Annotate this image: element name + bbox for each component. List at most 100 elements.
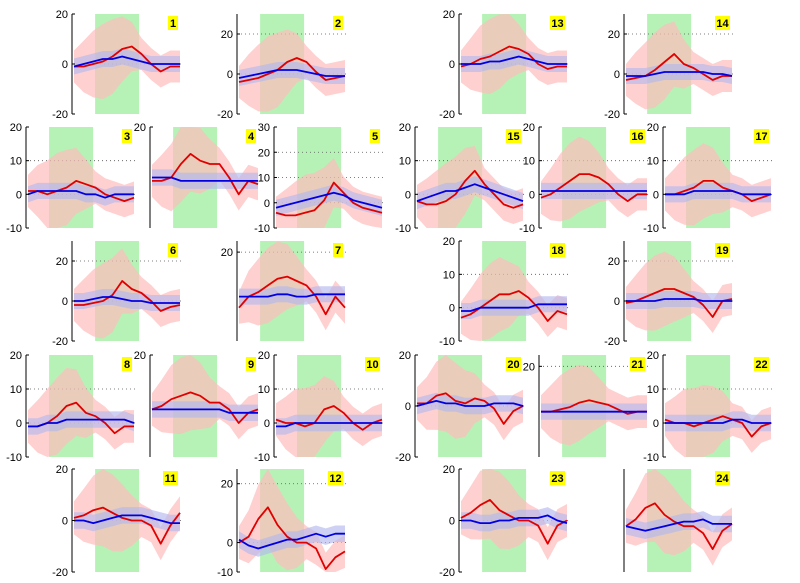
- y-tick-label: 10: [258, 173, 270, 185]
- panel-label-box: [333, 16, 343, 30]
- y-tick-label: -20: [217, 109, 233, 121]
- y-tick-label: 20: [134, 350, 146, 362]
- y-tick-label: 10: [399, 156, 411, 168]
- panel-20: 20 0 -20 20: [395, 350, 525, 464]
- panel-label-box: [122, 129, 132, 143]
- panel-label-box: [715, 471, 730, 485]
- y-tick-label: 0: [62, 59, 68, 71]
- y-tick-label: 20: [399, 122, 411, 134]
- y-tick-label: -10: [254, 223, 270, 235]
- panel-label-box: [168, 16, 178, 30]
- y-tick-label: -10: [217, 567, 233, 579]
- panel-11: 20 0 -20 11: [52, 464, 182, 579]
- panel-label: 2: [335, 18, 341, 30]
- y-tick-label: -10: [6, 452, 22, 464]
- blue-series-line: [626, 71, 733, 77]
- panel-label-box: [754, 129, 769, 143]
- panel-label-box: [630, 129, 645, 143]
- red-band: [152, 127, 258, 212]
- panel-label: 6: [170, 245, 176, 257]
- red-series-line: [541, 399, 647, 415]
- blue-series-line: [665, 418, 771, 424]
- panel-5: 30 20 10 0 -10 5: [254, 122, 384, 235]
- panel-label: 5: [372, 131, 378, 143]
- y-tick-label: 0: [62, 296, 68, 308]
- red-series-line: [151, 391, 259, 424]
- y-tick-label: 20: [647, 122, 659, 134]
- panel-18: 20 10 0 -10 18: [439, 236, 569, 348]
- panel-label: 24: [716, 473, 729, 485]
- y-tick-label: 20: [10, 350, 22, 362]
- y-tick-label: 20: [221, 247, 233, 259]
- y-tick-label: 20: [221, 29, 233, 41]
- blue-series-line: [28, 418, 135, 428]
- y-tick-label: -20: [439, 109, 455, 121]
- red-band: [541, 136, 647, 222]
- y-tick-label: 20: [56, 464, 68, 476]
- y-tick-label: 0: [529, 189, 535, 201]
- red-band: [417, 355, 523, 441]
- red-series-line: [540, 173, 647, 202]
- blue-series-line: [276, 422, 382, 428]
- panel-label-box: [550, 16, 565, 30]
- red-series-line: [625, 502, 733, 550]
- panel-23: 20 0 -20 23: [439, 464, 569, 579]
- panel-label: 3: [124, 131, 130, 143]
- y-tick-label: 20: [523, 122, 535, 134]
- panel-label-box: [333, 243, 343, 257]
- panel-label: 13: [551, 18, 563, 30]
- panel-22: 20 10 0 -10 22: [643, 350, 773, 464]
- blue-series-line: [461, 514, 568, 524]
- y-tick-label: 20: [56, 9, 68, 21]
- blue-series-line: [27, 190, 134, 199]
- panel-label: 22: [755, 359, 767, 371]
- y-tick-label: 0: [264, 418, 270, 430]
- panel-3: 20 10 0 -10 3: [6, 122, 136, 235]
- y-tick-label: 0: [449, 303, 455, 315]
- red-series-line: [665, 180, 772, 202]
- panel-label-box: [370, 129, 380, 143]
- y-tick-label: 20: [443, 464, 455, 476]
- panel-label: 23: [551, 473, 563, 485]
- y-tick-label: 20: [10, 122, 22, 134]
- y-tick-label: 10: [523, 156, 535, 168]
- red-band: [239, 241, 345, 331]
- y-tick-label: 10: [258, 384, 270, 396]
- panel-label-box: [754, 357, 769, 371]
- panel-label-box: [328, 471, 343, 485]
- panel-label: 14: [716, 18, 729, 30]
- y-tick-label: 0: [449, 516, 455, 528]
- panel-label: 16: [631, 131, 643, 143]
- y-tick-label: 0: [227, 69, 233, 81]
- panel-10: 20 10 0 -10 10: [254, 350, 384, 464]
- blue-series-line: [626, 298, 732, 302]
- blue-series-line: [416, 183, 524, 202]
- blue-series-line: [665, 190, 771, 196]
- red-series-line: [74, 45, 180, 73]
- y-tick-label: -20: [52, 567, 68, 579]
- panel-label: 9: [248, 359, 254, 371]
- red-series-line: [238, 275, 346, 316]
- panel-15: 20 10 0 -10 15: [395, 122, 525, 235]
- blue-band: [626, 64, 732, 84]
- red-series-line: [275, 181, 383, 217]
- y-tick-label: 0: [614, 296, 620, 308]
- y-tick-label: -20: [52, 109, 68, 121]
- panel-label: 15: [507, 131, 519, 143]
- y-tick-label: 10: [647, 384, 659, 396]
- y-tick-label: 20: [443, 9, 455, 21]
- panel-label: 8: [124, 359, 130, 371]
- panel-16: 20 10 0 -10 16: [519, 122, 649, 235]
- y-tick-label: -20: [52, 336, 68, 348]
- y-tick-label: 20: [523, 361, 535, 373]
- red-band: [461, 257, 567, 341]
- y-tick-label: -10: [643, 452, 659, 464]
- panel-label-box: [246, 357, 256, 371]
- panel-label-box: [168, 243, 178, 257]
- panel-17: 20 10 0 -10 17: [643, 122, 773, 235]
- panel-4: 20 4: [134, 122, 259, 228]
- panel-1: 20 0 -20 1: [52, 9, 182, 121]
- panel-9: 20 9: [134, 350, 259, 457]
- y-tick-label: 20: [56, 256, 68, 268]
- y-tick-label: -10: [395, 223, 411, 235]
